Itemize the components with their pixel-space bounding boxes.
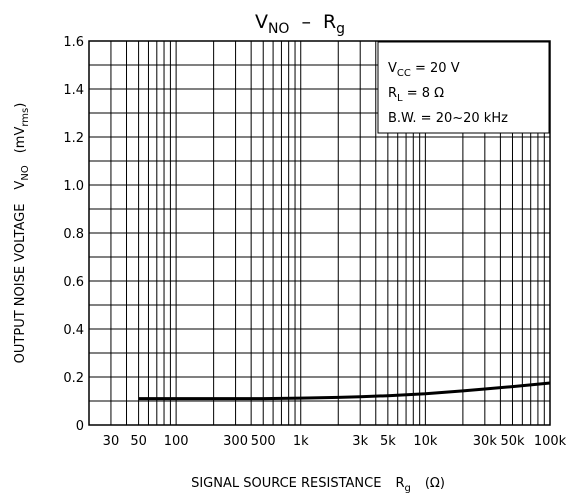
x-axis-symbol: R	[395, 476, 404, 491]
title-dash: –	[301, 11, 311, 33]
y-tick-label: 1.0	[63, 179, 84, 194]
plot-frame	[88, 40, 551, 426]
title-subscript-g: g	[336, 21, 345, 37]
y-axis-unit-open: (mV	[13, 127, 28, 154]
x-axis-label: SIGNAL SOURCE RESISTANCE Rg (Ω)	[191, 476, 445, 494]
x-tick-label: 100k	[534, 434, 567, 449]
y-tick-label: 1.2	[63, 131, 84, 146]
condition-rl: RL = 8 Ω	[388, 86, 444, 104]
y-axis-title: OUTPUT NOISE VOLTAGE	[13, 204, 28, 364]
x-tick-label: 3k	[352, 434, 368, 449]
x-tick-label: 5k	[380, 434, 396, 449]
conditions-box	[377, 41, 550, 134]
x-tick-label: 300	[223, 434, 248, 449]
x-tick-labels: 30 50 100 300 500 1k 3k 5k 10k 30k 50k 100k	[103, 434, 567, 449]
y-tick-label: 0.8	[63, 227, 84, 242]
y-tick-label: 0.6	[63, 275, 84, 290]
y-tick-label: 1.6	[63, 35, 84, 50]
title-symbol-r: R	[323, 11, 336, 33]
y-tick-label: 0.4	[63, 323, 84, 338]
x-axis-subscript: g	[405, 483, 411, 494]
x-tick-label: 10k	[413, 434, 438, 449]
title-subscript-no: NO	[268, 21, 290, 37]
x-tick-label: 50	[130, 434, 147, 449]
y-tick-labels: 0 0.2 0.4 0.6 0.8 1.0 1.2 1.4 1.6	[63, 35, 84, 434]
chart-title: VNO – Rg	[255, 11, 345, 37]
y-tick-label: 0	[76, 419, 84, 434]
series-layer	[138, 381, 551, 401]
x-tick-label: 1k	[293, 434, 309, 449]
x-tick-label: 500	[251, 434, 276, 449]
y-axis-label: OUTPUT NOISE VOLTAGE VNO (mVrms)	[13, 103, 31, 364]
x-tick-label: 100	[164, 434, 189, 449]
x-tick-label: 30	[103, 434, 120, 449]
series-line	[138, 381, 551, 401]
y-axis-symbol: V	[13, 181, 28, 190]
y-axis-subscript: NO	[20, 165, 31, 180]
condition-bandwidth: B.W. = 20~20 kHz	[388, 111, 508, 126]
title-symbol-v: V	[255, 11, 268, 33]
conditions-legend: VCC = 20 V RL = 8 Ω B.W. = 20~20 kHz	[377, 41, 550, 134]
y-tick-label: 1.4	[63, 83, 84, 98]
x-axis-title: SIGNAL SOURCE RESISTANCE	[191, 476, 381, 491]
x-tick-label: 30k	[473, 434, 498, 449]
y-axis-unit-close: )	[13, 103, 28, 108]
x-axis-unit: (Ω)	[425, 476, 445, 491]
x-tick-label: 50k	[500, 434, 525, 449]
y-axis-unit-subscript: rms	[20, 108, 31, 127]
condition-vcc: VCC = 20 V	[388, 61, 460, 79]
y-tick-label: 0.2	[63, 371, 84, 386]
